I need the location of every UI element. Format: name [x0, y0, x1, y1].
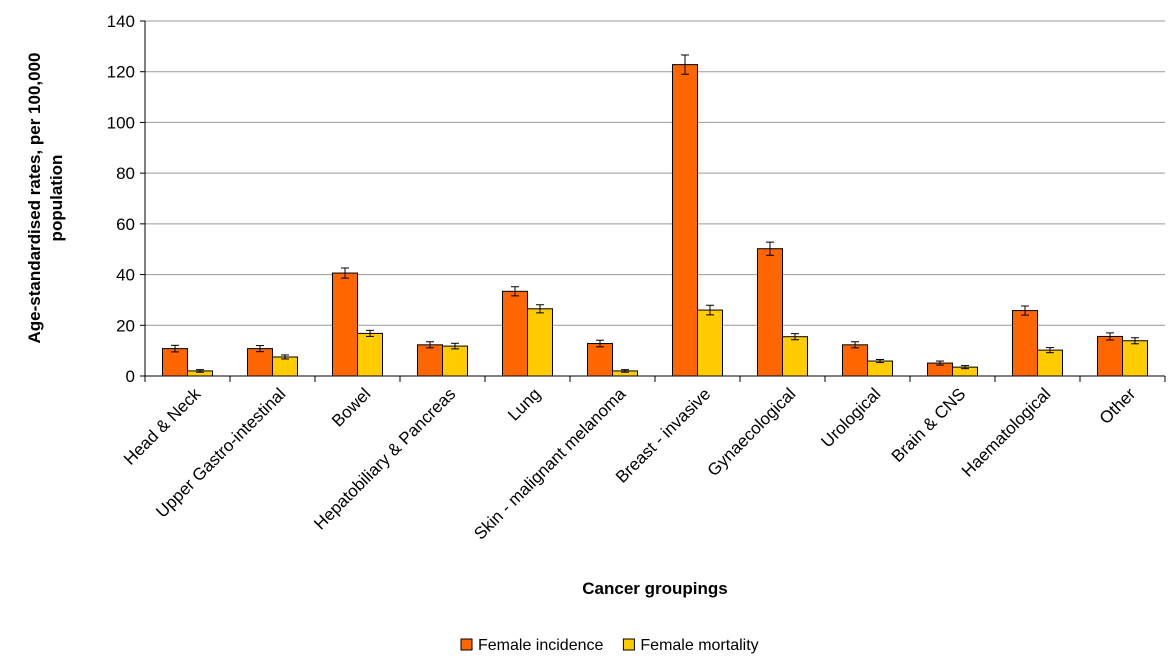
y-axis-title-line: population — [47, 155, 66, 242]
bar-female-incidence — [333, 273, 358, 376]
legend-swatch — [623, 639, 634, 650]
y-tick-label: 40 — [116, 266, 135, 285]
category-label: Hepatobiliary & Pancreas — [310, 384, 459, 533]
y-tick-label: 80 — [116, 164, 135, 183]
bar-female-incidence — [248, 349, 273, 376]
category-label: Head & Neck — [120, 384, 205, 469]
bar-female-incidence — [843, 345, 868, 376]
category-label: Brain & CNS — [888, 384, 970, 466]
category-label: Other — [1096, 384, 1140, 428]
legend-label: Female incidence — [478, 637, 604, 654]
y-tick-label: 140 — [107, 12, 135, 31]
bar-female-mortality — [1123, 341, 1148, 376]
category-label: Skin - malignant melanoma — [470, 384, 629, 543]
bar-female-mortality — [868, 361, 893, 376]
y-axis-title-line: Age-standardised rates, per 100,000 — [25, 52, 44, 343]
bar-female-mortality — [528, 309, 553, 376]
y-tick-label: 20 — [116, 316, 135, 335]
bar-female-mortality — [1038, 350, 1063, 376]
bar-female-mortality — [358, 333, 383, 376]
y-tick-label: 100 — [107, 113, 135, 132]
bar-female-mortality — [783, 337, 808, 376]
y-tick-label: 0 — [126, 367, 135, 386]
bar-female-incidence — [503, 291, 528, 376]
bar-female-mortality — [698, 310, 723, 376]
bars — [163, 55, 1148, 376]
gridlines — [145, 21, 1165, 325]
bar-female-incidence — [673, 65, 698, 376]
x-axis-title: Cancer groupings — [582, 579, 727, 598]
y-tick-label: 60 — [116, 215, 135, 234]
category-label: Bowel — [328, 384, 374, 430]
y-axis-title: Age-standardised rates, per 100,000 popul… — [25, 52, 66, 343]
bar-female-incidence — [758, 249, 783, 376]
y-tick-label: 120 — [107, 63, 135, 82]
bar-female-incidence — [163, 349, 188, 376]
bar-female-incidence — [588, 344, 613, 376]
bar-female-incidence — [1098, 336, 1123, 376]
bar-female-mortality — [273, 357, 298, 376]
axes — [140, 21, 1165, 382]
legend: Female incidence Female mortality — [461, 637, 759, 654]
category-label: Haematological — [958, 384, 1054, 480]
category-label: Lung — [504, 384, 544, 424]
legend-swatch — [461, 639, 472, 650]
category-label: Urological — [817, 384, 884, 451]
bar-female-incidence — [418, 345, 443, 376]
category-label: Gynaecological — [704, 384, 800, 480]
bar-female-mortality — [443, 346, 468, 376]
legend-label: Female mortality — [640, 637, 758, 654]
bar-female-incidence — [1013, 311, 1038, 376]
